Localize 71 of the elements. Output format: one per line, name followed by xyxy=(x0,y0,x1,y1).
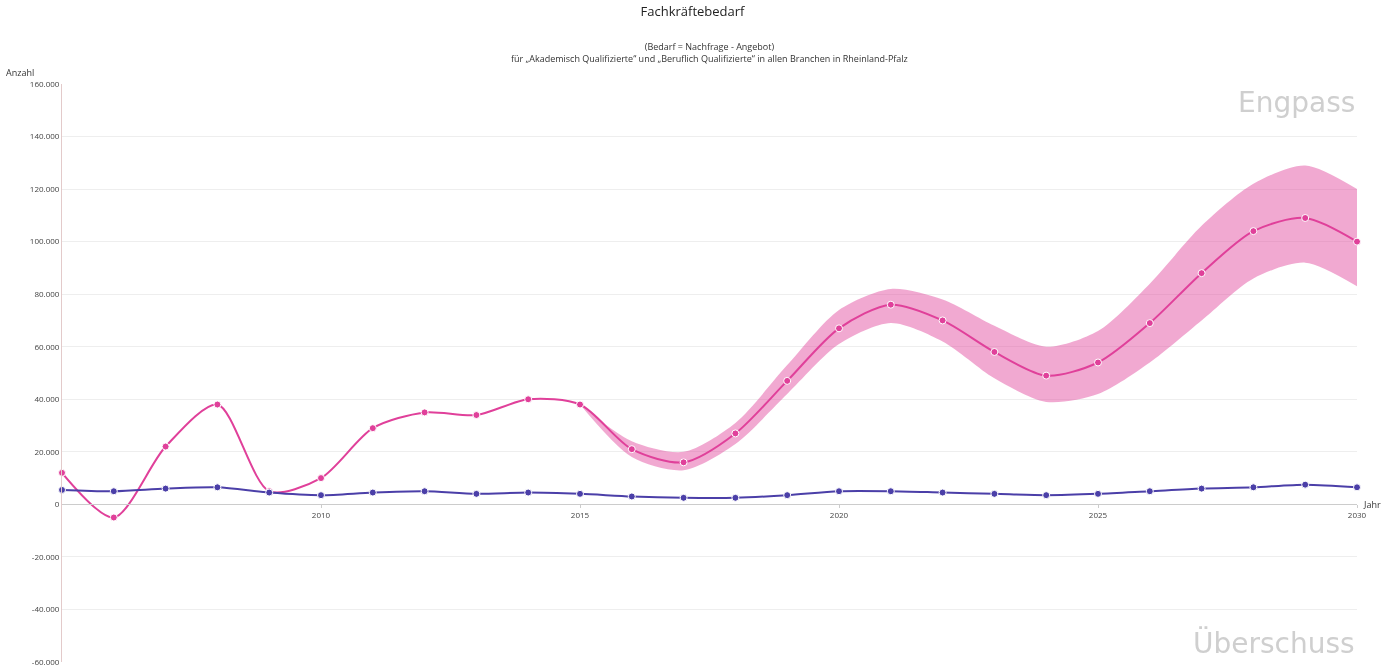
point xyxy=(783,491,792,500)
y-tick-label: 160.000 xyxy=(29,77,60,89)
y-tick-label: -40.000 xyxy=(31,603,60,615)
point xyxy=(886,487,895,496)
point xyxy=(524,488,533,497)
point xyxy=(161,484,170,493)
point xyxy=(1145,319,1154,328)
point xyxy=(627,492,636,501)
y-tick-label: 40.000 xyxy=(34,393,60,405)
y-tick-label: 20.000 xyxy=(34,445,60,457)
point xyxy=(627,445,636,454)
y-tick-label: 120.000 xyxy=(29,182,60,194)
point xyxy=(161,442,170,451)
point xyxy=(109,487,118,496)
point xyxy=(472,411,481,420)
point xyxy=(679,458,688,467)
point xyxy=(990,489,999,498)
point xyxy=(576,400,584,409)
point xyxy=(783,376,792,385)
y-tick-label: -60.000 xyxy=(31,655,60,667)
point xyxy=(731,429,740,438)
point xyxy=(835,324,843,333)
point xyxy=(1042,491,1051,500)
point xyxy=(213,483,222,492)
point xyxy=(1197,269,1206,278)
point xyxy=(58,468,66,477)
point xyxy=(524,395,533,404)
point xyxy=(679,493,688,502)
point xyxy=(576,489,584,498)
point xyxy=(886,300,895,309)
point xyxy=(1042,371,1051,380)
point xyxy=(835,487,843,496)
x-axis-title: Jahr xyxy=(1363,498,1381,511)
point xyxy=(938,316,947,325)
point xyxy=(368,424,377,433)
point xyxy=(368,488,377,497)
point xyxy=(1145,487,1154,496)
chart-subtitle: (Bedarf = Nachfrage - Angebot) für „Akademisch Qualifizierte“ und „Beruflich Qualifizierte“ in allen Branchen in Rheinland-Pfalz xyxy=(511,40,908,65)
point xyxy=(1094,358,1102,367)
point xyxy=(420,487,429,496)
point xyxy=(317,474,325,483)
y-tick-label: 80.000 xyxy=(34,287,60,299)
point xyxy=(420,408,429,417)
point xyxy=(472,489,481,498)
y-tick-label: 140.000 xyxy=(29,130,60,142)
point xyxy=(1249,227,1258,236)
y-axis-title: Anzahl xyxy=(6,66,35,79)
point xyxy=(1353,237,1361,246)
y-tick-label: 100.000 xyxy=(29,235,60,247)
chart-title: Fachkräftebedarf xyxy=(640,1,746,20)
y-tick-label: 0 xyxy=(54,498,60,510)
point xyxy=(1353,483,1361,492)
point xyxy=(1301,480,1310,489)
x-tick-label: 2010 xyxy=(311,508,331,520)
point xyxy=(990,347,999,356)
point xyxy=(109,513,118,522)
point xyxy=(213,400,222,409)
x-tick-label: 2015 xyxy=(570,508,590,520)
point xyxy=(1094,489,1102,498)
x-tick-label: 2020 xyxy=(829,508,849,520)
point xyxy=(317,491,325,500)
y-tick-label: 60.000 xyxy=(34,340,60,352)
point xyxy=(1249,483,1258,492)
point xyxy=(731,493,740,502)
point xyxy=(58,485,66,494)
point xyxy=(938,488,947,497)
y-tick-label: -20.000 xyxy=(31,550,60,562)
point xyxy=(1301,213,1310,222)
x-tick-label: 2030 xyxy=(1347,508,1367,520)
point xyxy=(1197,484,1206,493)
x-tick-label: 2025 xyxy=(1088,508,1108,520)
